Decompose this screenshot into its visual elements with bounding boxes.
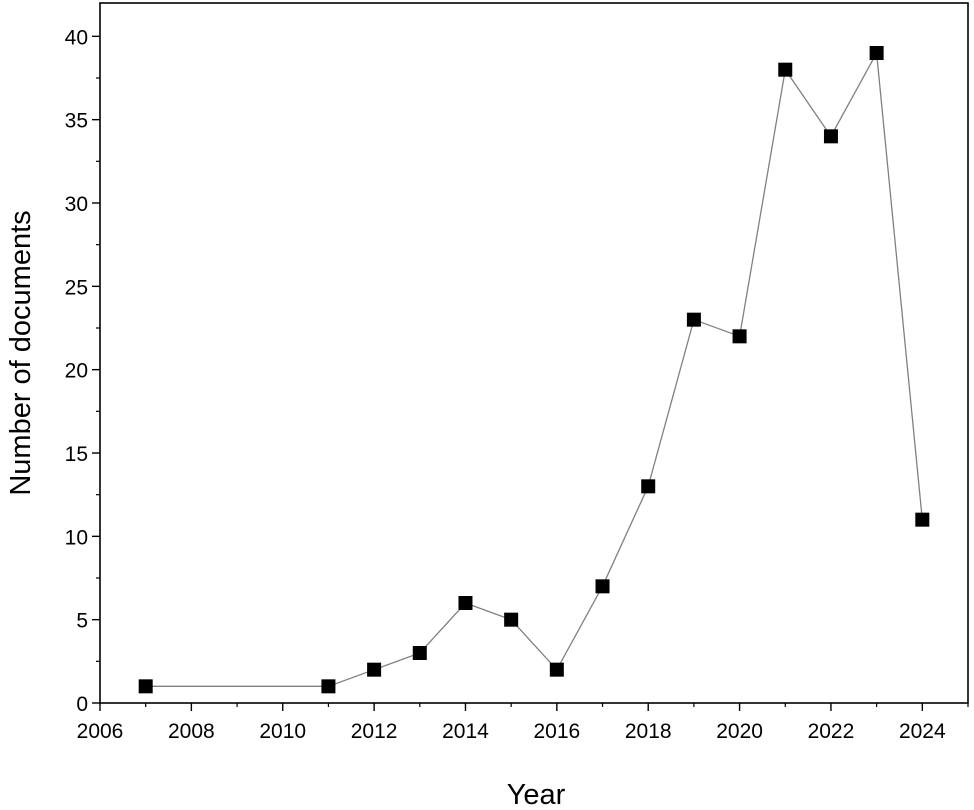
y-axis-ticks: 0 5 10 15 20 25 30 35 40 — [65, 26, 100, 716]
x-tick-label: 2006 — [77, 720, 124, 743]
y-tick-label: 0 — [76, 693, 88, 716]
x-tick-label: 2016 — [533, 720, 580, 743]
x-tick-label: 2010 — [259, 720, 306, 743]
x-tick-label: 2008 — [168, 720, 215, 743]
y-axis-title: Number of documents — [5, 210, 37, 495]
y-tick-label: 25 — [65, 276, 88, 299]
y-tick-label: 15 — [65, 443, 88, 466]
x-tick-label: 2018 — [625, 720, 672, 743]
data-point — [595, 579, 610, 594]
y-tick-label: 35 — [65, 110, 88, 133]
data-point — [869, 46, 884, 60]
plot-frame — [99, 2, 969, 704]
series-line — [145, 50, 923, 687]
x-tick-label: 2014 — [442, 720, 489, 743]
x-tick-label: 2020 — [716, 720, 763, 743]
data-point — [549, 662, 564, 677]
data-point — [732, 329, 747, 344]
x-axis-title: Year — [507, 779, 566, 810]
y-tick-label: 5 — [76, 610, 88, 633]
data-point — [686, 312, 701, 327]
y-tick-label: 20 — [65, 360, 88, 383]
data-point — [367, 662, 382, 677]
data-point — [641, 479, 656, 494]
data-point — [915, 512, 930, 527]
data-point — [321, 679, 336, 694]
data-point — [778, 62, 793, 77]
y-tick-label: 40 — [65, 26, 88, 49]
y-tick-label: 10 — [65, 526, 88, 549]
x-tick-label: 2012 — [351, 720, 398, 743]
x-axis-ticks: 2006 2008 2010 2012 2014 2016 2018 2020 2022 2024 — [77, 703, 969, 743]
data-point — [823, 129, 838, 144]
data-point — [412, 646, 427, 660]
series-group — [138, 46, 930, 694]
data-point — [458, 596, 473, 610]
data-point — [504, 612, 519, 627]
y-tick-label: 30 — [65, 193, 88, 216]
x-tick-label: 2024 — [899, 720, 946, 743]
data-point — [138, 679, 153, 694]
x-tick-label: 2022 — [808, 720, 855, 743]
